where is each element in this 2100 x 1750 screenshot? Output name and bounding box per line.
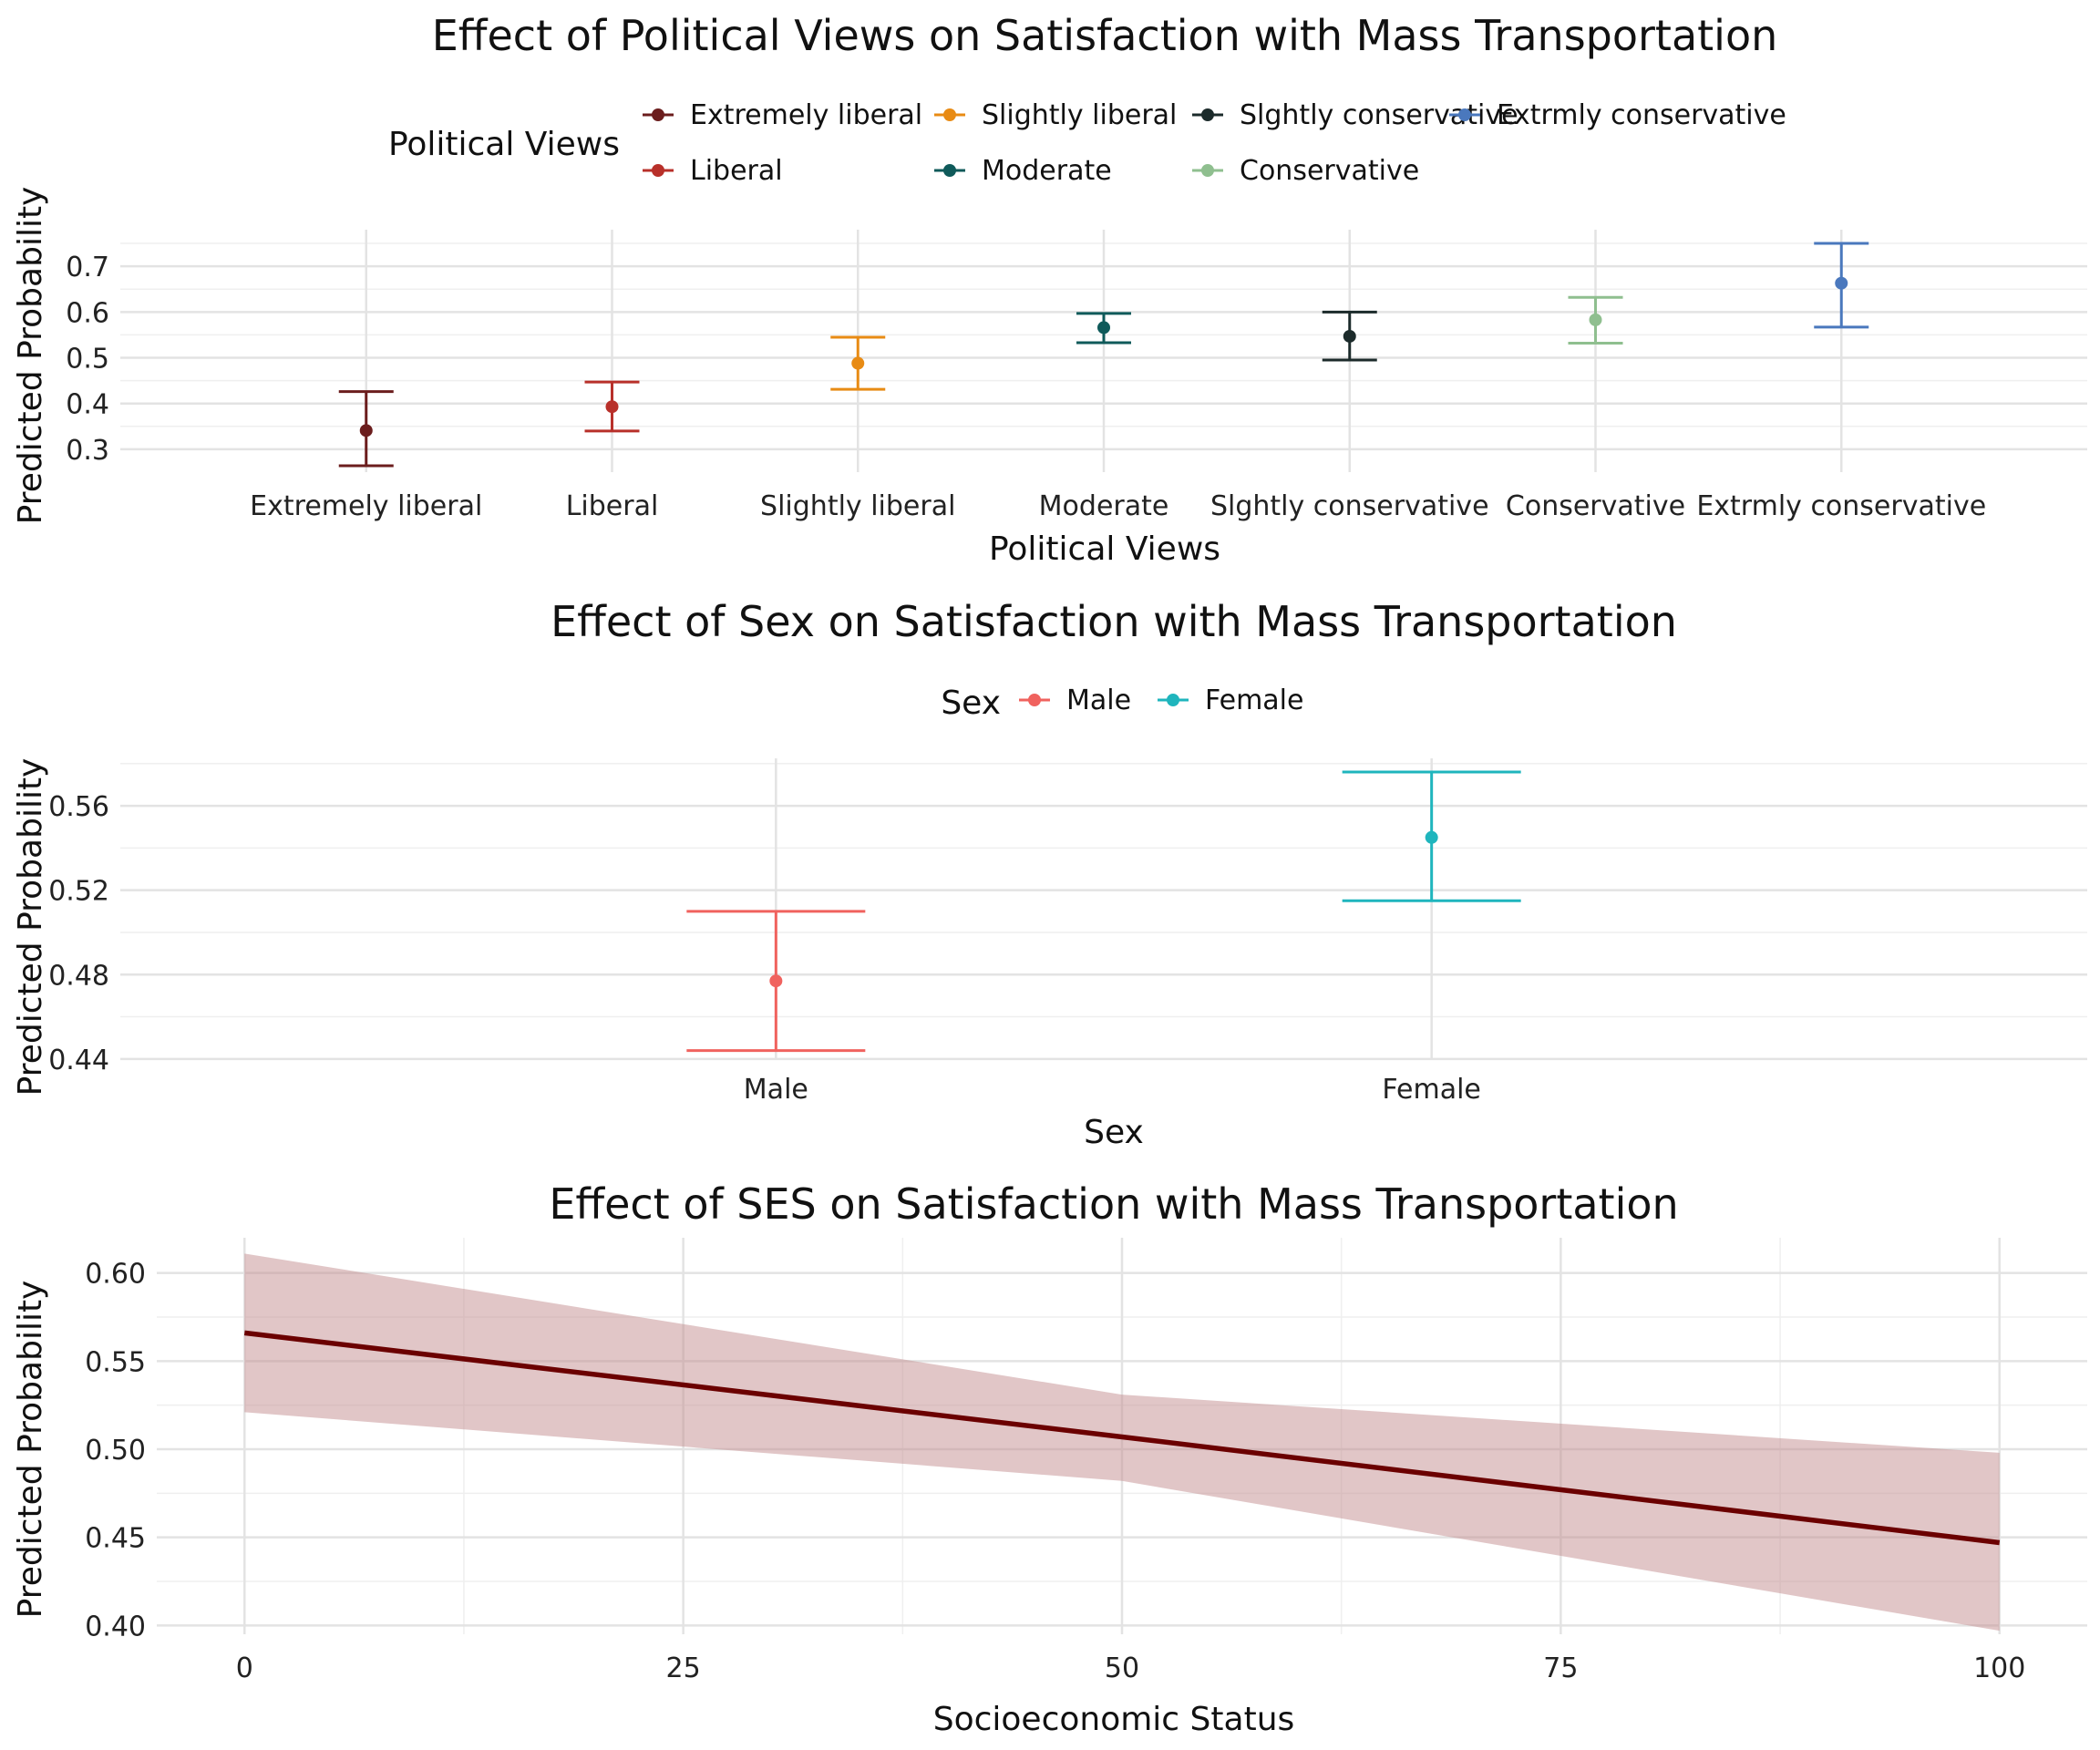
y-axis-title: Predicted Probability: [12, 758, 49, 1096]
y-tick-label: 0.45: [85, 1523, 146, 1555]
legend-title: Political Views: [388, 126, 620, 163]
data-point: [1097, 321, 1110, 335]
data-point: [1343, 329, 1356, 343]
y-tick-label: 0.6: [66, 297, 109, 329]
x-tick-label: 25: [666, 1652, 701, 1684]
legend-label: Extrmly conservative: [1497, 99, 1786, 131]
y-axis-title: Predicted Probability: [12, 1281, 49, 1619]
plot-area: 0.3 0.4 0.5 0.6 0.7 Extremely liberal Liberal S…: [66, 230, 2087, 522]
legend-key-point: [1028, 694, 1041, 706]
legend-item: Extrmly conservative: [1449, 99, 1786, 131]
y-tick-label: 0.4: [66, 389, 109, 421]
x-tick-label: 50: [1105, 1652, 1139, 1684]
data-point: [359, 424, 373, 438]
plot-area: 0.40 0.45 0.50 0.55 0.60 0 25 50 75 100: [85, 1238, 2087, 1684]
data-point: [1589, 313, 1602, 326]
y-tick-label: 0.5: [66, 344, 109, 376]
x-axis-title: Political Views: [989, 530, 1220, 568]
ses-panel: Effect of SES on Satisfaction with Mass …: [12, 1179, 2087, 1738]
x-axis-title: Sex: [1084, 1114, 1144, 1151]
legend: Sex Male Female: [941, 685, 1303, 722]
legend-item: Extremely liberal: [643, 99, 922, 131]
legend-item: Slightly liberal: [934, 99, 1177, 131]
y-tick-label: 0.52: [48, 876, 109, 908]
y-tick-label: 0.56: [48, 791, 109, 823]
legend-item: Moderate: [934, 155, 1112, 187]
legend-item: Female: [1158, 685, 1303, 716]
data-point: [605, 400, 619, 414]
y-tick-label: 0.55: [85, 1346, 146, 1378]
y-axis-title: Predicted Probability: [12, 187, 49, 525]
legend-label: Liberal: [690, 155, 783, 187]
x-tick-label: 100: [1973, 1652, 2025, 1684]
legend-key-point: [1201, 108, 1214, 121]
sex-panel: Effect of Sex on Satisfaction with Mass …: [12, 597, 2087, 1151]
y-tick-label: 0.44: [48, 1045, 109, 1076]
trend-line: [243, 1330, 2001, 1546]
legend-key-point: [943, 108, 956, 121]
legend-key-point: [652, 164, 664, 177]
chart-title: Effect of SES on Satisfaction with Mass …: [549, 1179, 1678, 1229]
x-tick-label: Male: [744, 1074, 808, 1106]
data-point: [851, 356, 865, 370]
y-tick-label: 0.48: [48, 960, 109, 992]
legend-label: Extremely liberal: [690, 99, 922, 131]
legend-label: Moderate: [982, 155, 1112, 187]
y-tick-label: 0.3: [66, 435, 109, 467]
legend-label: Conservative: [1240, 155, 1419, 187]
legend-key-point: [1201, 164, 1214, 177]
x-tick-label: Slghtly conservative: [1210, 490, 1489, 522]
x-tick-label: Extrmly conservative: [1696, 490, 1986, 522]
political-views-panel: Effect of Political Views on Satisfactio…: [12, 11, 2087, 568]
x-tick-label: 75: [1543, 1652, 1578, 1684]
plot-area: 0.44 0.48 0.52 0.56 Male Female: [48, 758, 2087, 1106]
chart-title: Effect of Sex on Satisfaction with Mass …: [551, 597, 1677, 646]
x-axis-title: Socioeconomic Status: [933, 1701, 1295, 1738]
legend-title: Sex: [941, 685, 1001, 722]
x-tick-label: Extremely liberal: [250, 490, 482, 522]
legend-item: Conservative: [1192, 155, 1419, 187]
data-point: [769, 974, 783, 988]
y-tick-label: 0.60: [85, 1259, 146, 1291]
x-tick-label: Conservative: [1506, 490, 1685, 522]
legend-label: Male: [1066, 685, 1131, 716]
x-tick-label: Liberal: [566, 490, 659, 522]
legend-item: Liberal: [643, 155, 783, 187]
data-point: [1835, 276, 1848, 290]
y-tick-label: 0.40: [85, 1611, 146, 1642]
confidence-ribbon: [244, 1253, 2000, 1632]
legend-key-point: [1458, 108, 1471, 121]
data-point: [1425, 830, 1438, 844]
chart-title: Effect of Political Views on Satisfactio…: [432, 11, 1778, 60]
x-tick-label: Female: [1382, 1074, 1480, 1106]
legend-item: Male: [1019, 685, 1131, 716]
x-tick-label: 0: [236, 1652, 253, 1684]
y-tick-label: 0.50: [85, 1435, 146, 1467]
x-tick-label: Moderate: [1039, 490, 1169, 522]
legend: Political Views Extremely liberal Liberal S…: [388, 99, 1786, 187]
legend-key-point: [943, 164, 956, 177]
legend-key-point: [652, 108, 664, 121]
legend-label: Slightly liberal: [982, 99, 1177, 131]
y-tick-label: 0.7: [66, 252, 109, 283]
x-tick-label: Slightly liberal: [760, 490, 955, 522]
legend-key-point: [1167, 694, 1179, 706]
legend-label: Female: [1205, 685, 1303, 716]
